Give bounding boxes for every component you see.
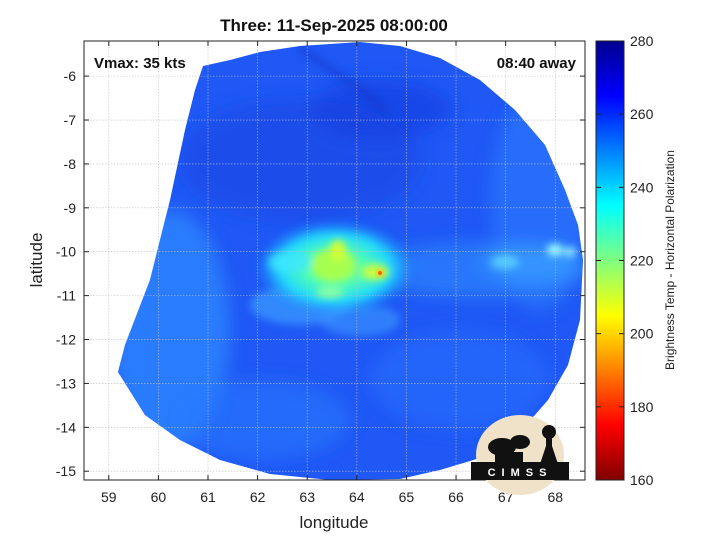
brightness-temp-swath	[118, 42, 583, 480]
y-tick-label: -15	[56, 463, 76, 479]
logo-text: CIMSS	[488, 467, 553, 479]
x-tick-label: 68	[547, 489, 563, 505]
y-tick-label: -9	[64, 200, 77, 216]
y-axis: -6 -7 -8 -9 -10 -11 -12 -13 -14 -15	[56, 68, 585, 479]
y-axis-label: latitude	[27, 233, 46, 288]
y-tick-label: -14	[56, 419, 76, 435]
colorbar-tick-label: 160	[630, 472, 654, 488]
colorbar-tick-label: 200	[630, 326, 654, 342]
x-tick-label: 62	[250, 489, 266, 505]
colorbar-tick-label: 260	[630, 106, 654, 122]
chart-title: Three: 11-Sep-2025 08:00:00	[220, 16, 448, 35]
x-tick-label: 60	[151, 489, 167, 505]
y-tick-label: -13	[56, 375, 76, 391]
gridlines	[84, 41, 585, 480]
colorbar-label: Brightness Temp - Horizontal Polarizatio…	[663, 150, 677, 370]
cimss-logo: CIMSS	[471, 415, 569, 495]
y-tick-label: -11	[57, 288, 76, 304]
y-tick-label: -12	[56, 332, 76, 348]
colorbar-tick-label: 220	[630, 253, 654, 269]
x-tick-label: 66	[448, 489, 464, 505]
x-tick-label: 61	[200, 489, 216, 505]
colorbar: 280 260 240 220 200 180 160 Brightness Temp - …	[595, 33, 677, 488]
colorbar-tick-label: 240	[630, 179, 654, 195]
y-tick-label: -7	[64, 112, 77, 128]
time-offset-annotation: 08:40 away	[497, 55, 577, 72]
y-tick-label: -8	[64, 156, 77, 172]
x-tick-label: 63	[299, 489, 315, 505]
colorbar-tick-label: 280	[630, 33, 654, 49]
x-axis-label: longitude	[299, 513, 368, 532]
x-tick-label: 64	[349, 489, 365, 505]
x-tick-label: 59	[101, 489, 117, 505]
colorbar-tick-label: 180	[630, 399, 654, 415]
x-tick-label: 65	[399, 489, 415, 505]
y-tick-label: -10	[56, 244, 76, 260]
vmax-annotation: Vmax: 35 kts	[94, 55, 186, 72]
y-tick-label: -6	[64, 68, 77, 84]
